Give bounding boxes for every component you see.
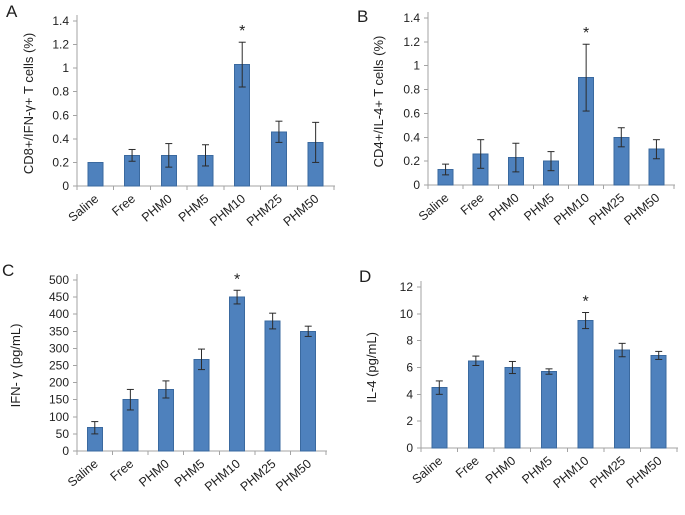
y-tick-label: 0.6 bbox=[52, 108, 69, 122]
x-tick-label-free: Free bbox=[453, 454, 482, 481]
x-tick-label-phm50: PHM50 bbox=[621, 191, 662, 229]
bar-phm0 bbox=[157, 388, 174, 452]
significance-asterisk: * bbox=[234, 271, 240, 288]
bar-phm5 bbox=[193, 358, 210, 452]
y-tick-label: 150 bbox=[49, 393, 69, 407]
y-tick-label: 2 bbox=[406, 414, 413, 428]
x-tick-label-phm50: PHM50 bbox=[281, 192, 322, 230]
panel-letter-b: B bbox=[357, 7, 368, 26]
panel-letter-d: D bbox=[359, 267, 371, 286]
y-tick-label: 10 bbox=[400, 307, 414, 321]
y-tick-label: 1 bbox=[413, 59, 420, 73]
x-tick-label-saline: Saline bbox=[66, 192, 102, 225]
y-tick-label: 0 bbox=[62, 179, 69, 193]
y-tick-label: 0 bbox=[413, 178, 420, 192]
x-tick-label-free: Free bbox=[109, 192, 138, 219]
panel-C-chart: C IFN- γ (pg/mL) 0 50 100 150 200 250 300 350 400 4… bbox=[2, 261, 327, 495]
x-tick-label-phm5: PHM5 bbox=[519, 454, 555, 487]
y-tick-label: 0.8 bbox=[52, 85, 69, 99]
bar-phm10 bbox=[229, 296, 246, 452]
y-axis-title: CD4+/IL-4+ T cells (%) bbox=[371, 36, 386, 168]
y-tick-label: 1.2 bbox=[403, 35, 420, 49]
y-tick-label: 1 bbox=[62, 61, 69, 75]
y-tick-label: 0.6 bbox=[403, 106, 420, 120]
y-tick-label: 100 bbox=[49, 410, 69, 424]
y-tick-label: 300 bbox=[49, 341, 69, 355]
y-tick-label: 8 bbox=[406, 334, 413, 348]
x-tick-label-phm25: PHM25 bbox=[244, 192, 285, 230]
y-tick-label: 0 bbox=[62, 444, 69, 458]
x-tick-label-free: Free bbox=[108, 457, 137, 484]
y-tick-label: 250 bbox=[49, 359, 69, 373]
x-tick-label-phm0: PHM0 bbox=[486, 191, 522, 224]
x-tick-label-saline: Saline bbox=[410, 454, 446, 487]
y-tick-label: 450 bbox=[49, 290, 69, 304]
bar-phm10 bbox=[577, 320, 594, 449]
x-tick-label-phm0: PHM0 bbox=[139, 192, 175, 225]
x-tick-label-phm10: PHM10 bbox=[551, 454, 592, 492]
y-tick-label: 500 bbox=[49, 273, 69, 287]
bar-phm0 bbox=[504, 367, 521, 449]
y-axis-title: CD8+/IFN-γ+ T cells (%) bbox=[21, 33, 36, 174]
x-tick-label-phm0: PHM0 bbox=[136, 457, 172, 490]
x-tick-label-phm10: PHM10 bbox=[207, 192, 248, 230]
bar-saline bbox=[87, 161, 104, 187]
y-tick-label: 1.4 bbox=[52, 14, 69, 28]
bar-phm5 bbox=[541, 371, 557, 449]
significance-asterisk: * bbox=[583, 25, 589, 42]
y-tick-label: 0.4 bbox=[52, 132, 69, 146]
x-tick-label-phm50: PHM50 bbox=[273, 457, 314, 495]
panel-letter-c: C bbox=[2, 261, 14, 280]
y-axis-title: IFN- γ (pg/mL) bbox=[8, 324, 23, 408]
bar-phm25 bbox=[264, 320, 281, 452]
significance-asterisk: * bbox=[239, 23, 245, 40]
x-tick-label-saline: Saline bbox=[416, 191, 452, 224]
y-tick-label: 1.4 bbox=[403, 11, 420, 25]
y-tick-label: 350 bbox=[49, 324, 69, 338]
panel-letter-a: A bbox=[6, 2, 18, 21]
y-tick-label: 0.4 bbox=[403, 130, 420, 144]
x-tick-label-phm25: PHM25 bbox=[238, 457, 279, 495]
y-tick-label: 1.2 bbox=[52, 38, 69, 52]
y-tick-label: 12 bbox=[400, 280, 414, 294]
y-tick-label: 0 bbox=[406, 441, 413, 455]
y-tick-label: 50 bbox=[56, 427, 70, 441]
x-tick-label-phm25: PHM25 bbox=[587, 454, 628, 492]
bar-phm50 bbox=[650, 354, 667, 449]
x-tick-label-saline: Saline bbox=[65, 457, 101, 490]
x-tick-label-phm50: PHM50 bbox=[624, 454, 665, 492]
bar-saline bbox=[431, 387, 448, 449]
y-tick-label: 400 bbox=[49, 307, 69, 321]
y-tick-label: 0.2 bbox=[52, 155, 69, 169]
x-tick-label-phm0: PHM0 bbox=[483, 454, 519, 487]
y-tick-label: 200 bbox=[49, 376, 69, 390]
x-tick-label-phm10: PHM10 bbox=[202, 457, 243, 495]
bar-phm50 bbox=[300, 330, 317, 452]
bar-free bbox=[467, 360, 484, 449]
y-tick-label: 4 bbox=[406, 387, 413, 401]
y-tick-label: 6 bbox=[406, 361, 413, 375]
x-tick-label-phm25: PHM25 bbox=[586, 191, 627, 229]
y-tick-label: 0.2 bbox=[403, 154, 420, 168]
x-tick-label-phm10: PHM10 bbox=[551, 191, 592, 229]
x-tick-label-free: Free bbox=[458, 191, 487, 218]
x-tick-label-phm5: PHM5 bbox=[176, 192, 212, 225]
bar-phm25 bbox=[614, 349, 631, 449]
y-axis-title: IL-4 (pg/mL) bbox=[364, 332, 379, 403]
significance-asterisk: * bbox=[582, 294, 588, 311]
y-tick-label: 0.8 bbox=[403, 83, 420, 97]
